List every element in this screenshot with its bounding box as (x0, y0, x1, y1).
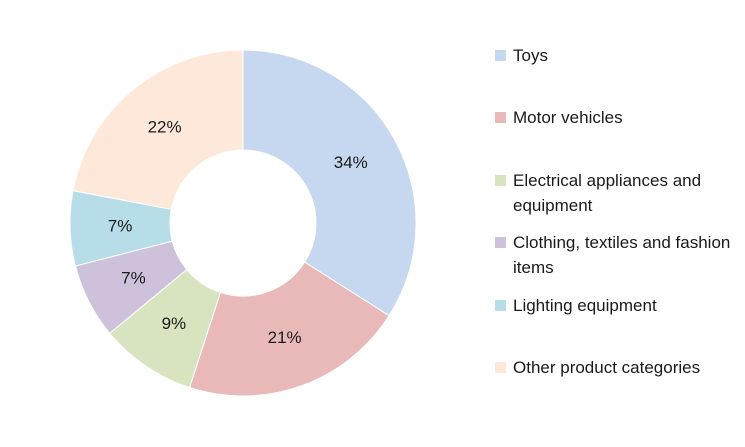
legend-swatch (495, 362, 506, 373)
slice-label: 7% (108, 216, 133, 235)
legend-item: Motor vehicles (495, 107, 738, 130)
legend-label: Motor vehicles (513, 108, 623, 127)
legend-label: Electrical appliances and equipment (513, 171, 702, 215)
legend-item: Clothing, textiles and fashion items (495, 232, 738, 280)
slice-toys (242, 49, 417, 317)
slice-label: 22% (148, 118, 182, 137)
slice-label: 7% (121, 268, 146, 287)
legend-swatch (495, 237, 506, 248)
legend-label: Toys (513, 46, 548, 65)
legend-swatch (495, 300, 506, 311)
legend-item: Electrical appliances and equipment (495, 170, 738, 218)
legend-item: Other product categories (495, 357, 738, 380)
slice-other-product-categories (72, 49, 244, 210)
legend-swatch (495, 112, 506, 123)
legend-label: Clothing, textiles and fashion items (513, 233, 731, 277)
legend-label: Other product categories (513, 358, 701, 377)
legend-label: Lighting equipment (513, 296, 657, 315)
legend-swatch (495, 50, 506, 61)
slice-label: 34% (334, 153, 368, 172)
slice-label: 9% (162, 314, 187, 333)
slice-motor-vehicles (188, 261, 390, 397)
legend-swatch (495, 175, 506, 186)
legend: Toys Motor vehicles Electrical appliances … (495, 0, 745, 447)
legend-item: Lighting equipment (495, 295, 738, 318)
slice-label: 21% (268, 328, 302, 347)
legend-item: Toys (495, 45, 738, 68)
